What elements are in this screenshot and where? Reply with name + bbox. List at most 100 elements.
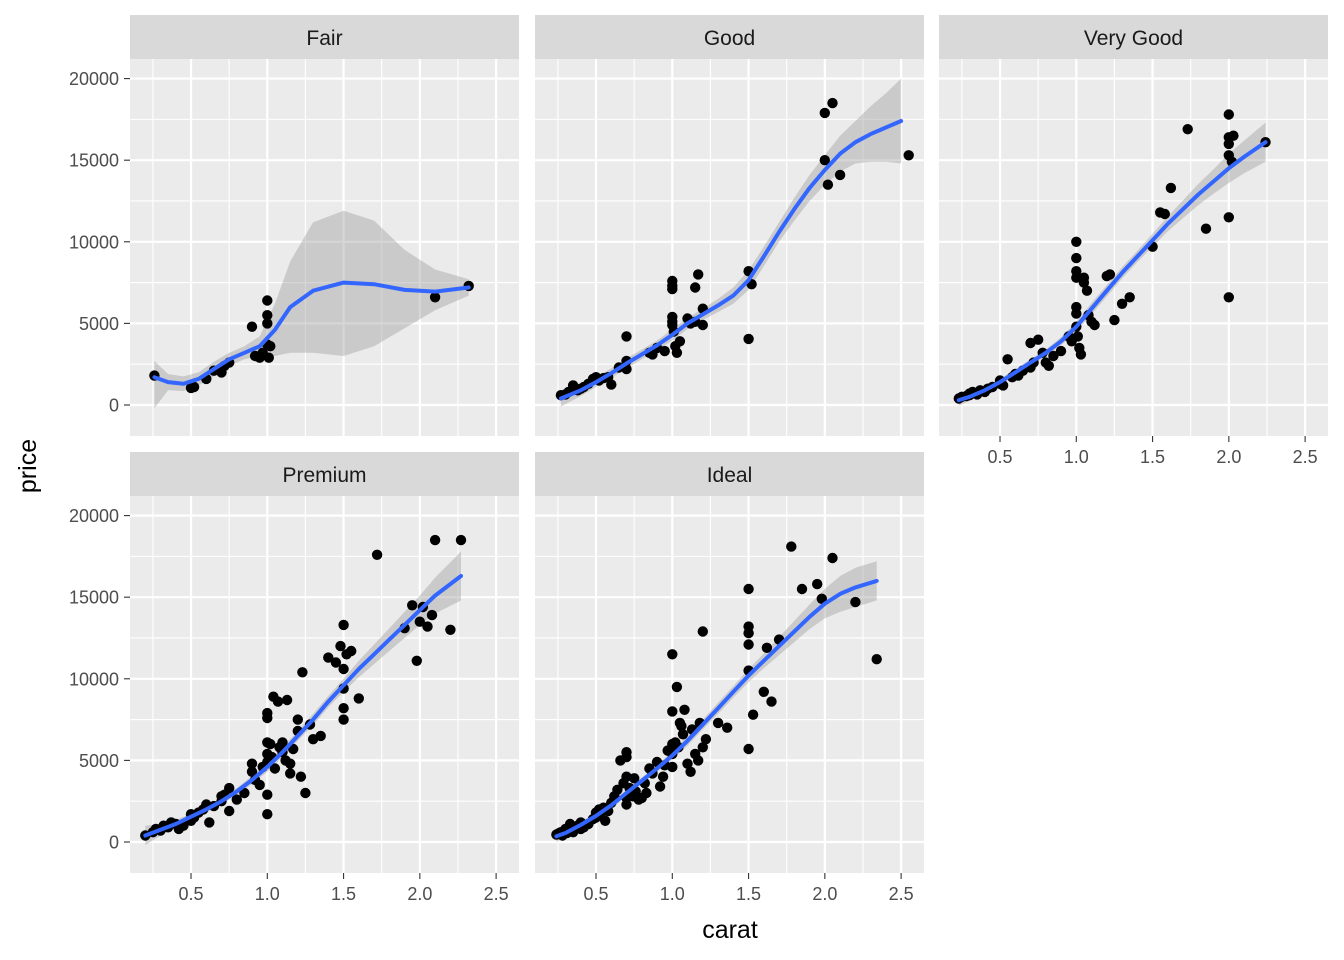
- y-tick-label: 20000: [69, 506, 119, 526]
- data-point: [743, 639, 754, 650]
- data-point: [827, 552, 838, 564]
- data-point: [1055, 345, 1067, 357]
- strip-fair: [130, 15, 519, 59]
- data-point: [262, 310, 273, 321]
- y-tick-label: 15000: [69, 588, 119, 608]
- data-point: [679, 704, 690, 715]
- data-point: [816, 593, 827, 604]
- data-point: [262, 318, 273, 329]
- data-point: [1071, 308, 1082, 319]
- data-point: [1223, 138, 1235, 150]
- x-tick-label: 2.5: [484, 884, 509, 904]
- data-point: [667, 649, 678, 660]
- x-tick-label: 1.5: [1140, 447, 1165, 467]
- data-point: [414, 616, 425, 627]
- data-point: [346, 645, 357, 657]
- data-point: [1228, 130, 1239, 141]
- data-point: [766, 696, 777, 707]
- data-point: [338, 714, 349, 725]
- data-point: [353, 693, 364, 704]
- data-point: [426, 609, 438, 621]
- facet-good: Good: [535, 15, 924, 436]
- data-point: [697, 319, 708, 331]
- data-point: [1165, 182, 1177, 194]
- data-point: [1033, 334, 1044, 345]
- data-point: [300, 787, 311, 799]
- y-tick-label: 5000: [79, 314, 119, 334]
- data-point: [1002, 354, 1013, 365]
- data-point: [743, 627, 754, 639]
- x-tick-label: 1.0: [660, 884, 685, 904]
- data-point: [263, 352, 274, 363]
- data-point: [606, 379, 617, 390]
- data-point: [1078, 277, 1090, 288]
- strip-label-ideal: Ideal: [707, 464, 753, 487]
- smooth-line-premium: [143, 574, 463, 838]
- data-point: [285, 768, 296, 779]
- panel-bg-very-good: [939, 59, 1328, 436]
- data-point: [1223, 109, 1235, 120]
- data-point: [262, 712, 273, 724]
- data-point: [1109, 314, 1120, 326]
- y-axis-title: price: [14, 439, 42, 493]
- data-point: [239, 787, 250, 799]
- data-point: [224, 782, 235, 794]
- x-axis-title: carat: [702, 916, 758, 944]
- smooth-line-ideal: [554, 578, 879, 839]
- data-point: [667, 283, 678, 295]
- data-point: [697, 626, 708, 637]
- x-tick-label: 2.0: [407, 884, 432, 904]
- data-point: [1223, 212, 1235, 223]
- data-point: [819, 107, 830, 119]
- data-point: [407, 600, 418, 611]
- data-point: [292, 714, 303, 725]
- strip-ideal: [535, 452, 924, 496]
- data-point: [667, 706, 678, 717]
- data-point: [246, 321, 258, 332]
- data-point: [722, 722, 733, 733]
- data-point: [796, 583, 808, 595]
- data-point: [812, 578, 823, 590]
- data-point: [315, 730, 326, 742]
- data-point: [871, 654, 882, 665]
- data-point: [1124, 292, 1135, 303]
- data-point: [743, 583, 754, 595]
- data-point: [697, 742, 708, 753]
- data-point: [277, 737, 288, 748]
- data-point: [850, 596, 861, 608]
- data-point: [822, 179, 834, 190]
- confidence-ribbon-very-good: [958, 122, 1266, 406]
- data-point: [682, 758, 693, 769]
- data-point: [612, 784, 623, 795]
- data-point: [231, 794, 242, 805]
- data-point: [629, 773, 640, 784]
- data-point: [285, 758, 296, 769]
- data-point: [371, 549, 383, 560]
- x-tick-label: 1.0: [1064, 447, 1089, 467]
- data-point: [743, 333, 754, 345]
- y-tick-label: 20000: [69, 69, 119, 89]
- data-point: [676, 720, 687, 732]
- data-point: [323, 652, 334, 663]
- x-tick-label: 1.0: [255, 884, 280, 904]
- data-point: [1200, 223, 1212, 234]
- data-point: [1071, 236, 1082, 247]
- data-point: [786, 541, 797, 552]
- x-tick-label: 1.5: [736, 884, 761, 904]
- data-point: [246, 758, 258, 769]
- data-point: [262, 295, 273, 306]
- data-point: [1071, 252, 1082, 264]
- data-point: [297, 667, 308, 678]
- strip-label-premium: Premium: [282, 464, 366, 487]
- data-point: [621, 751, 632, 763]
- strip-very-good: [939, 15, 1328, 59]
- data-point: [224, 805, 235, 817]
- data-point: [761, 642, 773, 653]
- y-tick-label: 0: [109, 832, 119, 852]
- data-point: [1081, 285, 1093, 296]
- data-point: [265, 738, 276, 750]
- data-point: [1089, 319, 1100, 331]
- data-point: [621, 331, 632, 342]
- smooth-line-good: [558, 119, 904, 401]
